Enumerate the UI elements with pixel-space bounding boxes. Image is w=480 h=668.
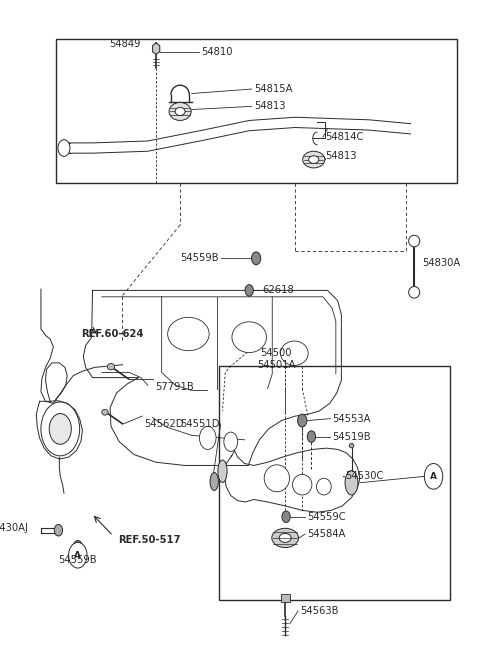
Bar [219, 366, 450, 600]
Circle shape [58, 140, 70, 156]
Text: 54810: 54810 [201, 47, 232, 57]
Text: 54830A: 54830A [422, 259, 460, 269]
Text: 57791B: 57791B [155, 381, 193, 391]
Circle shape [252, 252, 261, 265]
Text: 54551D: 54551D [180, 419, 219, 429]
Circle shape [224, 432, 238, 452]
Text: 54815A: 54815A [254, 84, 292, 94]
Ellipse shape [108, 363, 115, 370]
Text: 54584A: 54584A [307, 529, 345, 539]
Circle shape [298, 414, 307, 427]
Ellipse shape [168, 317, 209, 351]
Ellipse shape [218, 460, 227, 482]
Ellipse shape [316, 478, 331, 495]
Text: 54519B: 54519B [332, 432, 371, 442]
Circle shape [424, 464, 443, 489]
Ellipse shape [279, 534, 291, 542]
Ellipse shape [292, 474, 312, 495]
Ellipse shape [175, 108, 185, 116]
Text: REF.50-517: REF.50-517 [118, 536, 180, 546]
Ellipse shape [345, 470, 358, 495]
Circle shape [200, 426, 216, 450]
Text: 54500: 54500 [260, 348, 292, 358]
Text: 54813: 54813 [325, 151, 357, 161]
Ellipse shape [232, 322, 266, 353]
Text: 1430AJ: 1430AJ [0, 522, 29, 532]
Text: 54813: 54813 [254, 102, 285, 112]
Text: 54530C: 54530C [345, 472, 384, 482]
Ellipse shape [408, 287, 420, 298]
Text: 54849: 54849 [109, 39, 141, 49]
Text: 54559B: 54559B [180, 253, 219, 263]
Ellipse shape [303, 151, 325, 168]
Circle shape [54, 524, 62, 536]
Ellipse shape [280, 341, 308, 365]
Text: 54814C: 54814C [325, 132, 364, 142]
Circle shape [69, 542, 87, 568]
Text: 54559C: 54559C [307, 512, 346, 522]
Text: 54562D: 54562D [144, 419, 184, 429]
Circle shape [282, 511, 290, 522]
Text: 54563B: 54563B [300, 606, 338, 616]
Ellipse shape [349, 444, 354, 448]
Ellipse shape [408, 235, 420, 246]
Ellipse shape [169, 102, 191, 120]
Text: 54553A: 54553A [332, 413, 371, 424]
Text: 54559B: 54559B [59, 554, 97, 564]
Bar [280, 595, 290, 602]
Circle shape [307, 431, 315, 442]
Text: A: A [430, 472, 437, 481]
Ellipse shape [272, 528, 299, 548]
Bar [56, 39, 456, 183]
Ellipse shape [210, 472, 218, 490]
Ellipse shape [309, 156, 319, 164]
Circle shape [41, 402, 80, 456]
Circle shape [73, 540, 83, 553]
Ellipse shape [264, 465, 289, 492]
Ellipse shape [102, 409, 108, 415]
Text: 54501A: 54501A [257, 360, 295, 370]
Circle shape [245, 285, 253, 296]
Polygon shape [153, 43, 160, 54]
Text: A: A [74, 550, 81, 560]
Circle shape [49, 413, 72, 444]
Text: 62618: 62618 [262, 285, 294, 295]
Text: REF.60-624: REF.60-624 [81, 329, 144, 339]
